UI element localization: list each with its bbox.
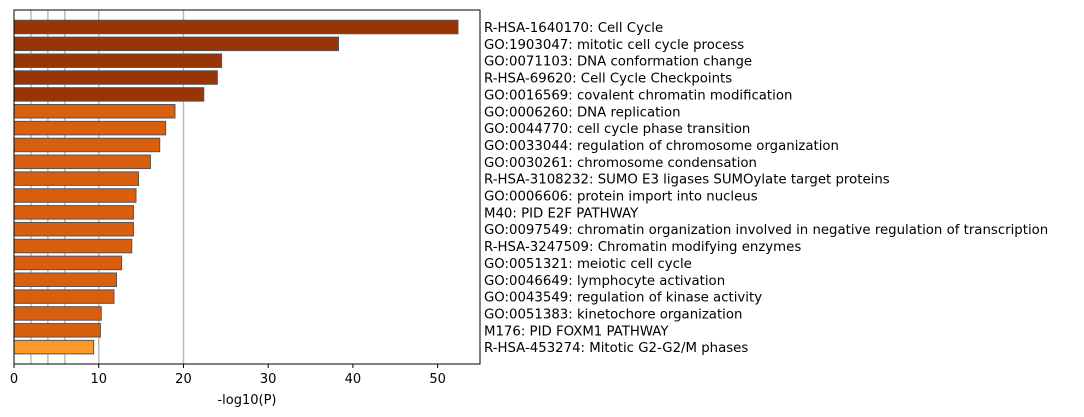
category-label: R-HSA-3247509: Chromatin modifying enzym…	[484, 240, 801, 255]
category-label: M40: PID E2F PATHWAY	[484, 206, 639, 221]
category-label: GO:0051321: meiotic cell cycle	[484, 257, 692, 272]
category-label: GO:0071103: DNA conformation change	[484, 55, 752, 70]
reference-lines	[30, 10, 185, 364]
category-label: GO:0043549: regulation of kinase activit…	[484, 291, 762, 306]
x-tick-label: 0	[10, 372, 18, 387]
bar	[13, 120, 167, 136]
bar	[13, 306, 102, 321]
category-label: GO:0051383: kinetochore organization	[484, 307, 742, 322]
bar	[13, 255, 123, 271]
bar	[13, 137, 161, 153]
bar	[13, 323, 101, 338]
category-label: R-HSA-3108232: SUMO E3 ligases SUMOylate…	[484, 173, 890, 188]
x-axis-label: -log10(P)	[217, 393, 276, 408]
bars-group	[13, 19, 459, 355]
bar	[13, 53, 223, 68]
x-tick-label: 20	[175, 372, 192, 387]
x-tick-label: 30	[260, 372, 277, 387]
category-label: GO:0006260: DNA replication	[484, 105, 681, 120]
bar	[13, 171, 140, 186]
category-label: GO:0030261: chromosome condensation	[484, 156, 757, 171]
category-labels: R-HSA-1640170: Cell Cycle GO:1903047: mit…	[484, 21, 1048, 356]
x-tick-label: 50	[429, 372, 446, 387]
category-label: GO:0033044: regulation of chromosome org…	[484, 139, 839, 154]
bar	[13, 339, 95, 355]
bar	[13, 289, 115, 304]
plot-frame	[13, 9, 481, 365]
bar	[13, 36, 340, 52]
bar	[13, 188, 137, 203]
bar	[13, 238, 133, 254]
bar	[13, 19, 459, 35]
category-label: GO:0046649: lymphocyte activation	[484, 274, 725, 289]
bar	[13, 272, 118, 287]
category-label: GO:0016569: covalent chromatin modificat…	[484, 88, 792, 103]
category-label: M176: PID FOXM1 PATHWAY	[484, 324, 669, 339]
bar	[13, 104, 176, 119]
x-tick-label: 40	[345, 372, 362, 387]
category-label: R-HSA-453274: Mitotic G2-G2/M phases	[484, 341, 748, 356]
category-label: GO:0006606: protein import into nucleus	[484, 190, 758, 205]
bar	[13, 87, 205, 102]
category-label: R-HSA-1640170: Cell Cycle	[484, 21, 663, 36]
x-axis: 0 10 20 30 40 50	[10, 364, 446, 387]
bar	[13, 205, 134, 220]
category-label: R-HSA-69620: Cell Cycle Checkpoints	[484, 72, 732, 87]
bar	[13, 221, 134, 237]
bar	[13, 154, 151, 170]
category-label: GO:0044770: cell cycle phase transition	[484, 122, 750, 137]
x-tick-label: 10	[90, 372, 107, 387]
category-label: GO:1903047: mitotic cell cycle process	[484, 38, 744, 53]
bar	[13, 70, 218, 85]
category-label: GO:0097549: chromatin organization invol…	[484, 223, 1048, 238]
